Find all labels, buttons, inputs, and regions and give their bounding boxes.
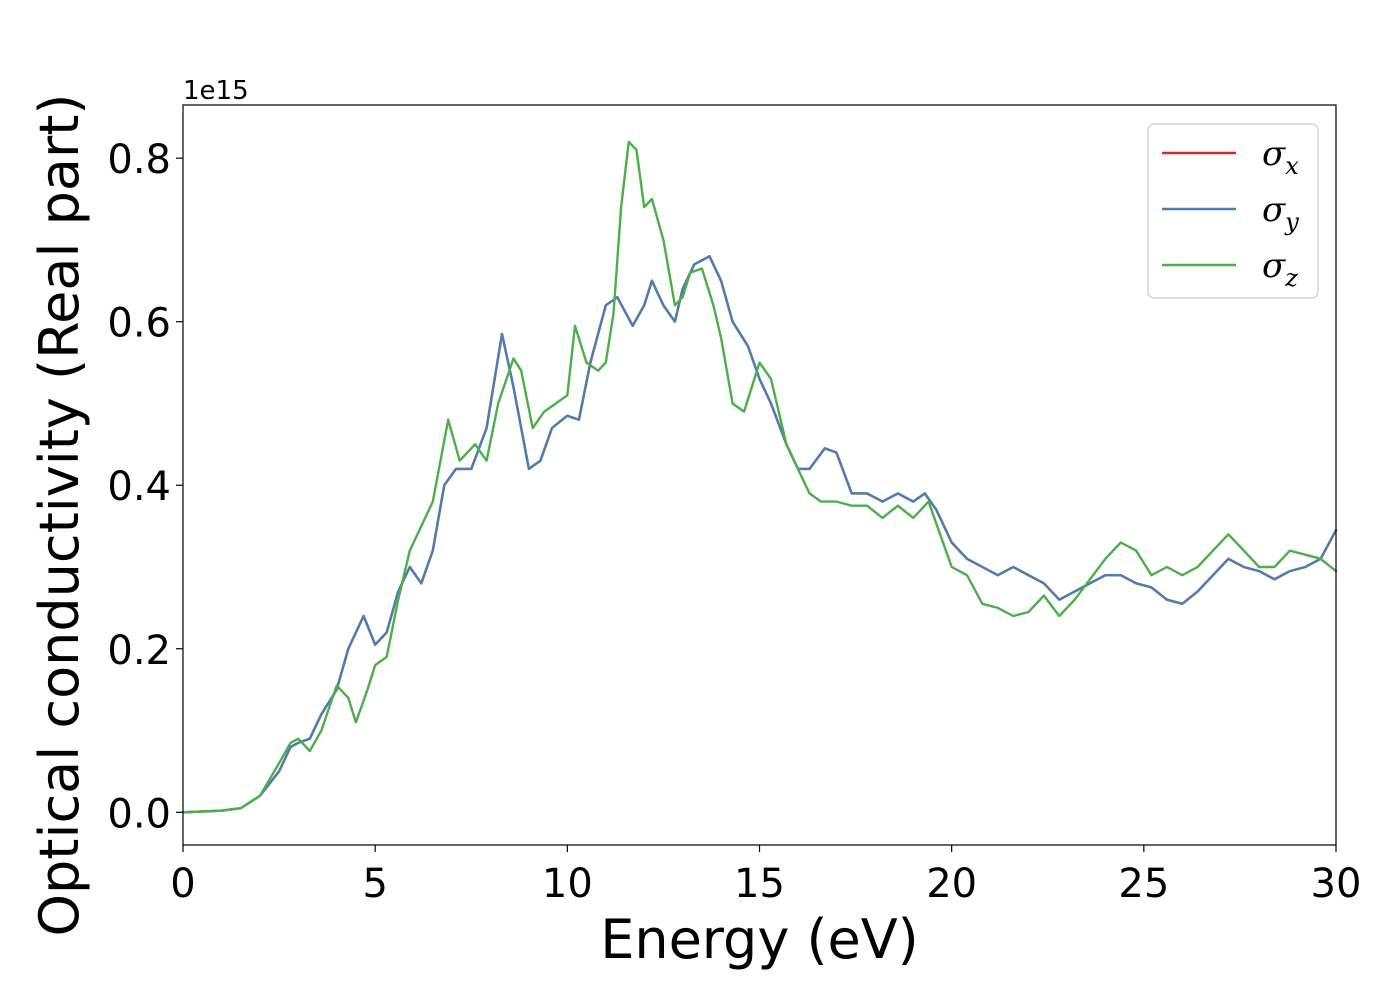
legend-box	[1147, 123, 1319, 299]
series-line-y	[181, 255, 1338, 814]
series-layer	[181, 140, 1338, 814]
legend: σx σy σz	[1147, 123, 1319, 299]
ticks-layer: 0 5 10 15 20 25 30 0.0 0.2 0.4 0.6 0.8	[107, 137, 1361, 907]
series-line-x	[181, 255, 1338, 814]
x-axis-label: Energy (eV)	[600, 908, 919, 971]
y-tick-label: 0.2	[107, 628, 171, 674]
y-tick-label: 0.0	[107, 791, 171, 837]
x-tick-label: 20	[926, 861, 977, 907]
legend-label: σx	[1262, 134, 1299, 180]
y-tick-label: 0.6	[107, 301, 171, 347]
legend-item-y: σy	[1162, 190, 1299, 236]
legend-item-x: σx	[1162, 134, 1299, 180]
x-tick-label: 5	[362, 861, 387, 907]
series-line-z	[181, 140, 1338, 814]
x-tick-label: 30	[1311, 861, 1362, 907]
legend-label: σy	[1262, 190, 1299, 236]
legend-item-z: σz	[1162, 246, 1298, 292]
y-tick-label: 0.8	[107, 137, 171, 183]
x-tick-label: 15	[734, 861, 785, 907]
x-tick-label: 10	[542, 861, 593, 907]
y-offset-label: 1e15	[183, 76, 249, 106]
legend-items: σx σy σz	[1162, 134, 1299, 292]
x-tick-label: 25	[1118, 861, 1169, 907]
y-tick-label: 0.4	[107, 464, 171, 510]
legend-label: σz	[1262, 246, 1298, 292]
y-axis-label: Optical conductivity (Real part)	[28, 94, 91, 937]
x-tick-label: 0	[170, 861, 195, 907]
